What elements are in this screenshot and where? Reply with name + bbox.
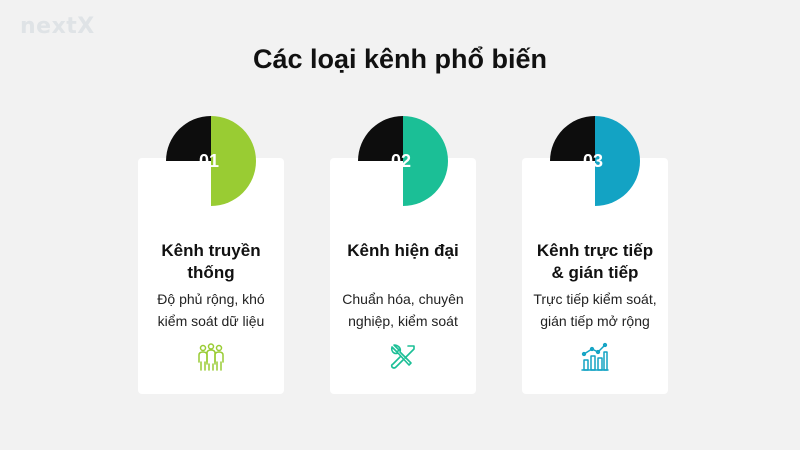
card-description: Trực tiếp kiểm soát, gián tiếp mở rộng: [533, 291, 657, 329]
growth-chart-icon: [580, 342, 610, 372]
card-title: Kênh trực tiếp & gián tiếp: [536, 241, 654, 282]
card-number: 03: [582, 151, 604, 171]
channel-card-1: 01 Kênh truyền thống Độ phủ rộng, khó ki…: [138, 116, 284, 394]
page-title: Các loại kênh phổ biến: [252, 44, 548, 74]
number-badge: [356, 116, 450, 206]
wrench-screwdriver-icon: [388, 342, 418, 372]
channel-card-3: 03 Kênh trực tiếp & gián tiếp Trực tiếp …: [522, 116, 668, 394]
card-title: Kênh hiện đại: [347, 241, 459, 260]
people-group-icon: [196, 342, 226, 372]
channel-card-2: 02 Kênh hiện đại Chuẩn hóa, chuyên nghiệ…: [330, 116, 476, 394]
number-badge: [548, 116, 642, 206]
number-badge: [164, 116, 258, 206]
card-title: Kênh truyền thống: [161, 241, 261, 282]
card-description: Chuẩn hóa, chuyên nghiệp, kiểm soát: [342, 291, 464, 329]
card-number: 01: [198, 151, 220, 171]
card-number: 02: [390, 151, 412, 171]
card-description: Độ phủ rộng, khó kiểm soát dữ liệu: [157, 291, 265, 329]
brand-logo: nextX: [20, 14, 95, 39]
